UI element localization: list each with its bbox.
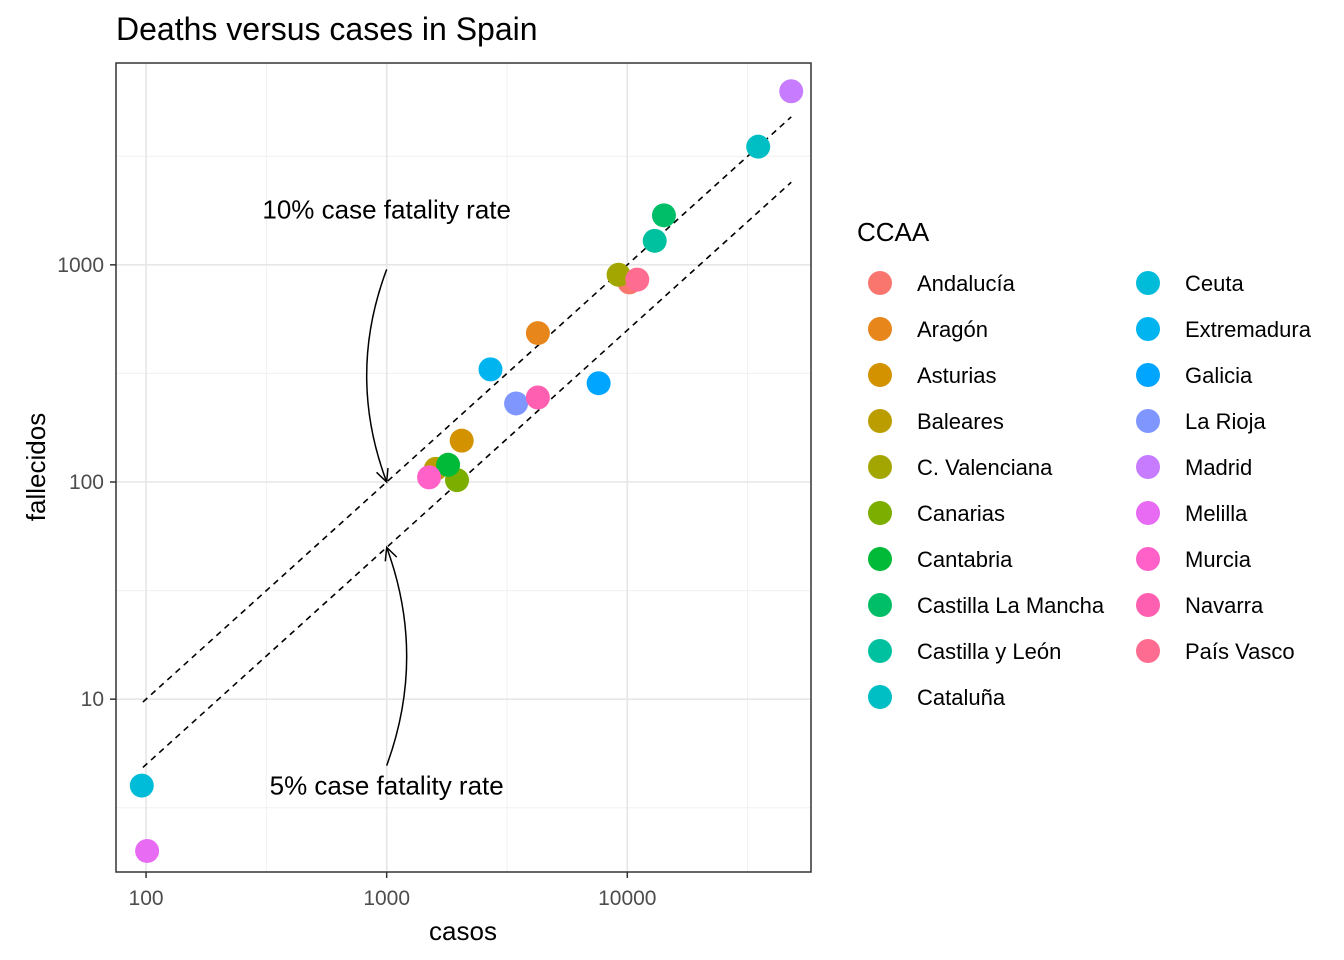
legend-label: Canarias — [917, 501, 1005, 526]
legend-label: Castilla La Mancha — [917, 593, 1105, 618]
annotation-arrow — [385, 547, 408, 766]
legend-key — [868, 271, 892, 295]
legend-key — [868, 639, 892, 663]
data-point — [586, 371, 611, 396]
legend-label: Asturias — [917, 363, 996, 388]
panel-border — [115, 62, 812, 873]
legend-key — [868, 593, 892, 617]
legend-key — [1136, 501, 1160, 525]
legend-key — [868, 317, 892, 341]
legend-title: CCAA — [857, 217, 930, 247]
annotation-arrows — [366, 269, 408, 766]
legend: CCAA Andalucía Aragón Asturias Baleares C. V… — [857, 217, 1312, 710]
legend-key — [1136, 593, 1160, 617]
x-tick-label: 100 — [129, 887, 164, 910]
legend-label: Andalucía — [917, 271, 1016, 296]
legend-key — [1136, 271, 1160, 295]
legend-key — [1136, 317, 1160, 341]
legend-label: Navarra — [1185, 593, 1264, 618]
legend-key — [1136, 455, 1160, 479]
data-point — [449, 428, 474, 453]
legend-key — [868, 409, 892, 433]
data-point — [606, 262, 631, 287]
data-point — [129, 773, 154, 798]
fatality-rate-line — [142, 116, 792, 703]
data-point — [642, 228, 667, 253]
annotation-arrowhead — [376, 467, 389, 484]
legend-key — [868, 455, 892, 479]
legend-key — [1136, 409, 1160, 433]
legend-key — [868, 501, 892, 525]
legend-label: Castilla y León — [917, 639, 1061, 664]
reference-lines — [142, 116, 792, 769]
data-point — [525, 321, 550, 346]
minor-gridlines — [116, 63, 811, 872]
legend-key — [868, 685, 892, 709]
legend-label: Murcia — [1185, 547, 1252, 572]
x-tick-label: 10000 — [598, 887, 656, 910]
y-tick-label: 100 — [69, 471, 104, 494]
y-axis-title: fallecidos — [21, 413, 51, 521]
legend-label: País Vasco — [1185, 639, 1295, 664]
major-gridlines — [116, 63, 811, 872]
legend-key — [1136, 363, 1160, 387]
annotation-arrowhead — [384, 545, 398, 562]
legend-key — [868, 547, 892, 571]
data-point — [779, 79, 804, 104]
x-axis-ticks: 100 1000 10000 — [129, 872, 657, 910]
legend-key — [1136, 639, 1160, 663]
legend-key — [1136, 547, 1160, 571]
legend-label: Cantabria — [917, 547, 1013, 572]
data-point — [135, 838, 160, 863]
annotation-labels: 10% case fatality rate 5% case fatality r… — [262, 194, 511, 800]
plot-panel — [116, 63, 811, 872]
data-point — [746, 134, 771, 159]
y-tick-label: 1000 — [57, 254, 104, 277]
data-point — [525, 385, 550, 410]
legend-label: Cataluña — [917, 685, 1006, 710]
legend-label: Madrid — [1185, 455, 1252, 480]
y-axis-ticks: 10 100 1000 — [57, 254, 116, 711]
data-point — [504, 391, 529, 416]
legend-label: C. Valenciana — [917, 455, 1053, 480]
legend-label: Melilla — [1185, 501, 1248, 526]
chart-title: Deaths versus cases in Spain — [116, 11, 538, 47]
data-point — [417, 465, 442, 490]
legend-label: Ceuta — [1185, 271, 1244, 296]
data-point — [436, 452, 461, 477]
legend-key — [868, 363, 892, 387]
legend-label: Aragón — [917, 317, 988, 342]
data-points — [129, 79, 804, 863]
data-point — [625, 267, 650, 292]
annotation-label: 10% case fatality rate — [262, 194, 511, 224]
x-axis-title: casos — [429, 916, 497, 946]
legend-label: Extremadura — [1185, 317, 1312, 342]
y-tick-label: 10 — [81, 688, 104, 711]
legend-label: La Rioja — [1185, 409, 1266, 434]
annotation-arrow — [366, 269, 388, 483]
legend-label: Galicia — [1185, 363, 1253, 388]
data-point — [651, 203, 676, 228]
annotation-label: 5% case fatality rate — [270, 771, 504, 801]
x-tick-label: 1000 — [363, 887, 410, 910]
legend-label: Baleares — [917, 409, 1004, 434]
data-point — [478, 357, 503, 382]
fatality-rate-line — [142, 181, 792, 769]
